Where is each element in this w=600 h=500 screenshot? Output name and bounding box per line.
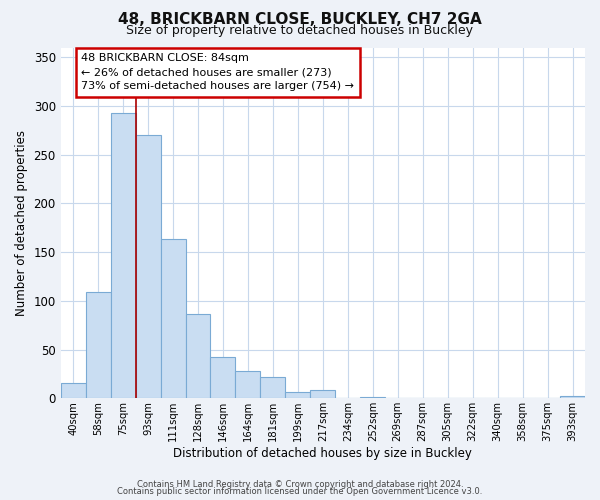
Bar bbox=[211, 358, 235, 399]
Text: Size of property relative to detached houses in Buckley: Size of property relative to detached ho… bbox=[127, 24, 473, 37]
Bar bbox=[136, 135, 161, 398]
Text: 48 BRICKBARN CLOSE: 84sqm
← 26% of detached houses are smaller (273)
73% of semi: 48 BRICKBARN CLOSE: 84sqm ← 26% of detac… bbox=[81, 54, 354, 92]
Text: Contains public sector information licensed under the Open Government Licence v3: Contains public sector information licen… bbox=[118, 487, 482, 496]
Bar bbox=[560, 396, 585, 398]
Bar bbox=[161, 240, 185, 398]
Y-axis label: Number of detached properties: Number of detached properties bbox=[15, 130, 28, 316]
Bar bbox=[86, 292, 110, 399]
Bar bbox=[185, 314, 211, 398]
Bar bbox=[310, 390, 335, 398]
Bar bbox=[286, 392, 310, 398]
Bar bbox=[61, 382, 86, 398]
Text: 48, BRICKBARN CLOSE, BUCKLEY, CH7 2GA: 48, BRICKBARN CLOSE, BUCKLEY, CH7 2GA bbox=[118, 12, 482, 28]
Bar bbox=[260, 377, 286, 398]
Text: Contains HM Land Registry data © Crown copyright and database right 2024.: Contains HM Land Registry data © Crown c… bbox=[137, 480, 463, 489]
X-axis label: Distribution of detached houses by size in Buckley: Distribution of detached houses by size … bbox=[173, 447, 472, 460]
Bar bbox=[110, 113, 136, 399]
Bar bbox=[235, 371, 260, 398]
